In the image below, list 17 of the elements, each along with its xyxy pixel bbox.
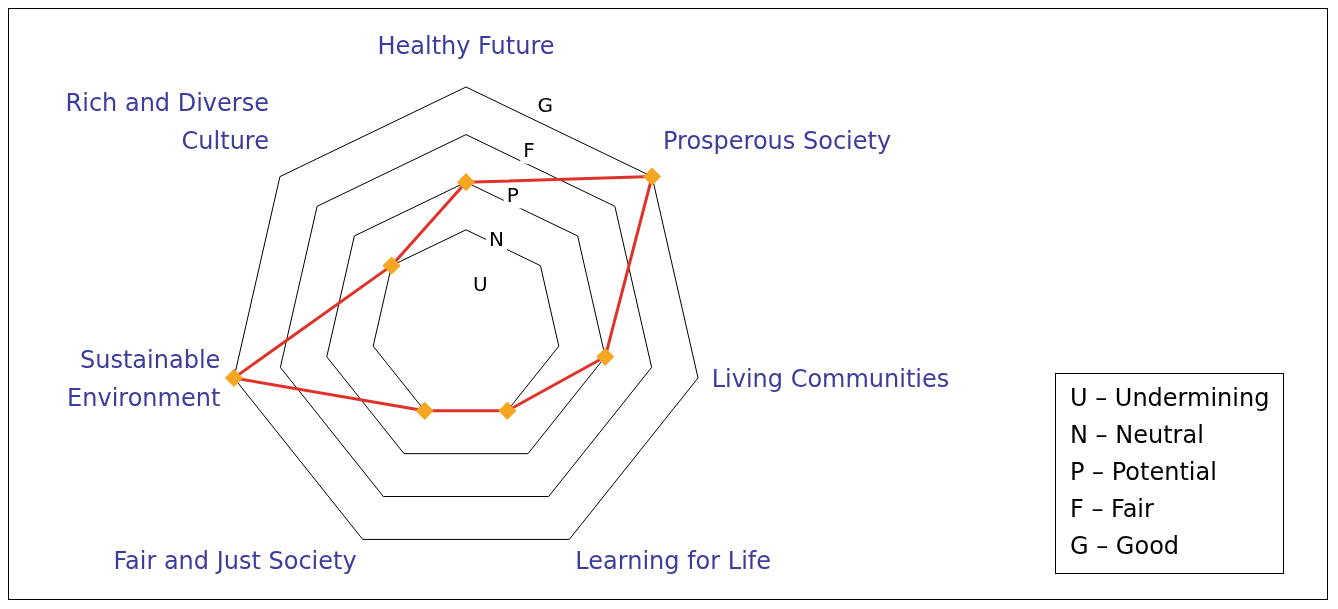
text: U – Undermining (1070, 383, 1270, 414)
y-tick-label: G (537, 93, 554, 118)
text: F – Fair (1070, 494, 1155, 525)
text: G – Good (1070, 531, 1181, 562)
y-tick-label: F (523, 137, 535, 162)
spoke-label: Fair and Just Society (113, 547, 357, 576)
spoke-label: Prosperous Society (663, 127, 892, 156)
spoke-label: Rich and Diverse Culture (65, 89, 269, 156)
spoke-label: Learning for Life (575, 547, 772, 576)
spoke-label: Sustainable Environment (67, 346, 221, 413)
y-tick-label: U (472, 272, 488, 297)
spoke-label: Living Communities (711, 365, 950, 394)
text: N – Neutral (1070, 420, 1205, 451)
y-tick-label: P (506, 182, 519, 207)
y-tick-label: N (489, 227, 504, 252)
spoke-label: Healthy Future (377, 32, 555, 61)
text: P – Potential (1070, 457, 1218, 488)
